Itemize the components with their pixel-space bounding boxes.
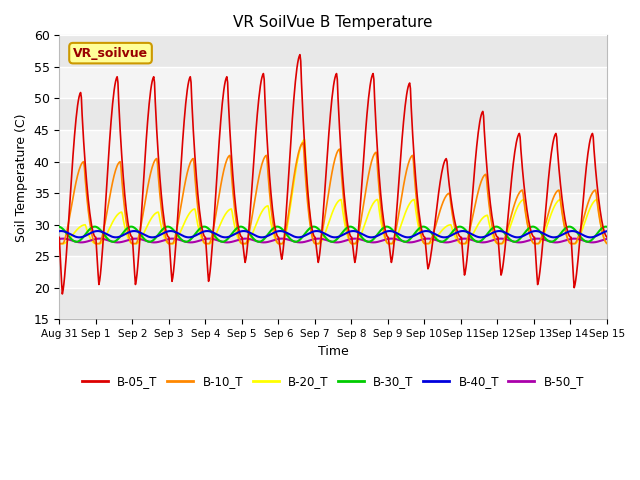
Legend: B-05_T, B-10_T, B-20_T, B-30_T, B-40_T, B-50_T: B-05_T, B-10_T, B-20_T, B-30_T, B-40_T, …: [77, 371, 589, 393]
Bar: [60, 225, 607, 256]
Y-axis label: Soil Temperature (C): Soil Temperature (C): [15, 113, 28, 241]
Bar: [60, 288, 607, 319]
Title: VR SoilVue B Temperature: VR SoilVue B Temperature: [234, 15, 433, 30]
Text: VR_soilvue: VR_soilvue: [73, 47, 148, 60]
Bar: [60, 256, 607, 288]
X-axis label: Time: Time: [317, 345, 349, 358]
Bar: [60, 98, 607, 130]
Bar: [60, 36, 607, 67]
Bar: [60, 162, 607, 193]
Bar: [60, 130, 607, 162]
Bar: [60, 67, 607, 98]
Bar: [60, 193, 607, 225]
